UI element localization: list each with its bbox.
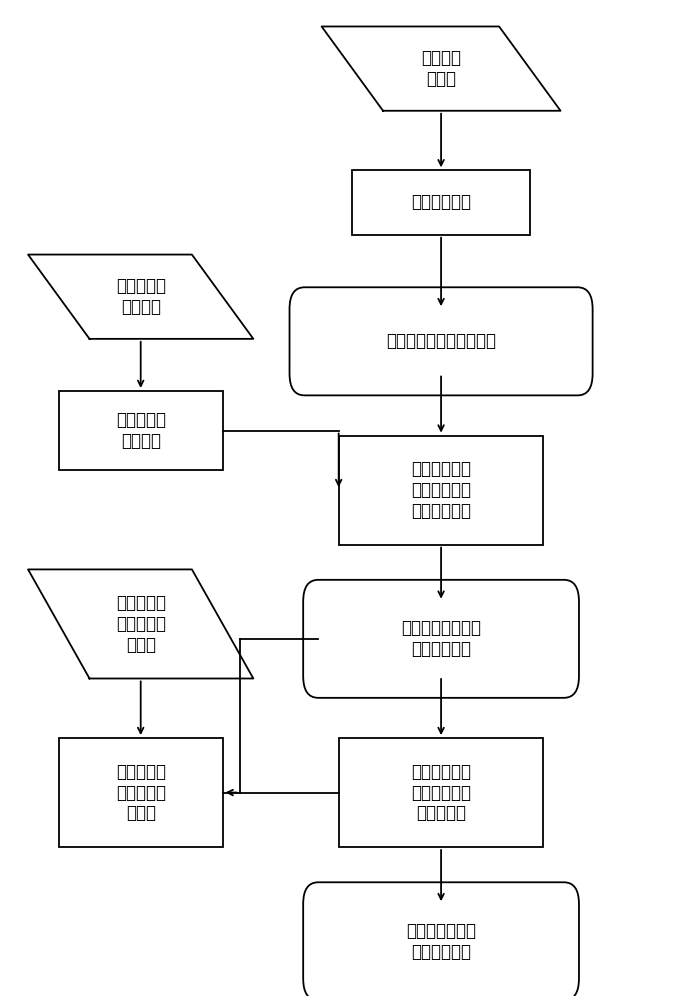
Polygon shape [28, 255, 254, 339]
Text: 实验室绝对
辐射定标: 实验室绝对 辐射定标 [115, 411, 166, 450]
Bar [59, 391, 223, 470]
Text: 地面检校场
在轨绝对辐
射定标: 地面检校场 在轨绝对辐 射定标 [115, 763, 166, 822]
Bar [339, 738, 544, 847]
Text: 实验室绝对
定标数据: 实验室绝对 定标数据 [115, 277, 166, 316]
Bar [352, 170, 530, 235]
Bar [59, 738, 223, 847]
Text: 多光谱原
始影像: 多光谱原 始影像 [421, 49, 461, 88]
Polygon shape [321, 26, 560, 111]
Text: 多光谱在轨绝对
辐射校正影像: 多光谱在轨绝对 辐射校正影像 [406, 922, 476, 961]
Text: 基于实验室绝
对定标结果的
绝对辐射校正: 基于实验室绝 对定标结果的 绝对辐射校正 [411, 460, 471, 520]
Text: 地面检校场
在轨绝对定
标数据: 地面检校场 在轨绝对定 标数据 [115, 594, 166, 654]
Text: 多光谱实验室绝对
辐射校正影像: 多光谱实验室绝对 辐射校正影像 [401, 619, 481, 658]
Text: 相对辐射校正: 相对辐射校正 [411, 193, 471, 211]
FancyBboxPatch shape [303, 580, 579, 698]
FancyBboxPatch shape [303, 882, 579, 1000]
Text: 多光谱相对辐射校正影像: 多光谱相对辐射校正影像 [386, 332, 496, 350]
FancyBboxPatch shape [290, 287, 593, 395]
Text: 基于在轨绝对
定标结果的绝
对辐射校正: 基于在轨绝对 定标结果的绝 对辐射校正 [411, 763, 471, 822]
Bar [339, 436, 544, 545]
Polygon shape [28, 569, 254, 678]
